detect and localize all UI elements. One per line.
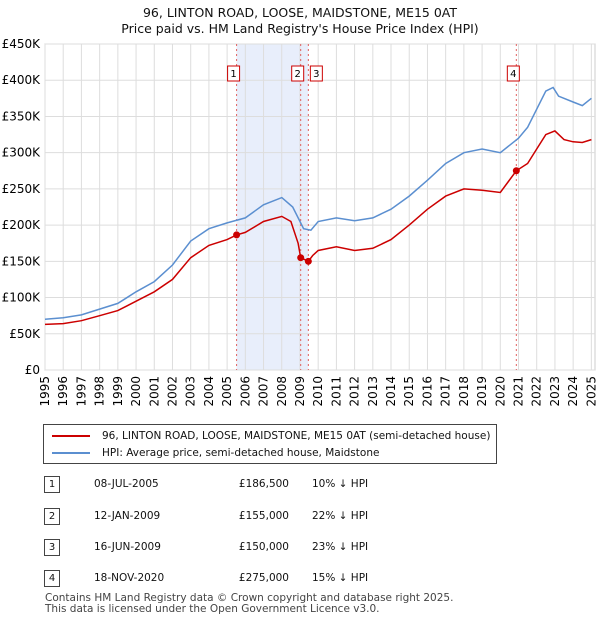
x-tick-label: 2000 xyxy=(129,376,143,407)
plot-area xyxy=(44,43,596,371)
sale-point-4 xyxy=(512,167,520,175)
x-tick-label: 1998 xyxy=(93,376,107,407)
legend-label-property: 96, LINTON ROAD, LOOSE, MAIDSTONE, ME15 … xyxy=(102,430,491,442)
x-tick-label: 2011 xyxy=(329,376,343,407)
x-tick-label: 2024 xyxy=(566,376,580,407)
y-tick-label: £200K xyxy=(2,218,42,232)
legend: 96, LINTON ROAD, LOOSE, MAIDSTONE, ME15 … xyxy=(43,424,497,464)
chart-subtitle: Price paid vs. HM Land Registry's House … xyxy=(121,21,479,36)
x-tick-label: 2025 xyxy=(584,376,598,407)
marker-box-3 xyxy=(309,65,323,82)
x-tick-label: 2023 xyxy=(548,376,562,407)
hpi-line xyxy=(44,86,592,321)
x-tick-label: 2003 xyxy=(184,376,198,407)
marker-box-1 xyxy=(227,65,241,82)
x-tick-label: 1996 xyxy=(56,376,70,407)
marker-label-4: 4 xyxy=(510,69,516,80)
transaction-number: 4 xyxy=(44,570,60,587)
transaction-price: £155,000 xyxy=(238,510,289,522)
x-tick-label: 1999 xyxy=(111,376,125,407)
x-tick-label: 2006 xyxy=(238,376,252,407)
x-tick-label: 2014 xyxy=(384,376,398,407)
y-tick-label: £300K xyxy=(2,146,42,160)
footer-copyright: Contains HM Land Registry data © Crown c… xyxy=(45,592,454,604)
transaction-hpi: 10% ↓ HPI xyxy=(312,478,369,490)
x-tick-label: 2019 xyxy=(475,376,489,407)
sale-point-2 xyxy=(297,254,305,262)
x-tick-label: 2021 xyxy=(512,376,526,407)
transaction-number: 3 xyxy=(44,539,60,556)
x-tick-label: 2018 xyxy=(457,376,471,407)
sale-point-1 xyxy=(233,231,241,239)
transaction-date: 16-JUN-2009 xyxy=(94,541,161,553)
transaction-hpi: 23% ↓ HPI xyxy=(312,541,369,553)
x-tick-label: 1995 xyxy=(38,376,52,407)
x-tick-label: 2004 xyxy=(202,376,216,407)
legend-swatch-property xyxy=(52,435,90,437)
x-tick-label: 2015 xyxy=(402,376,416,407)
x-tick-label: 2017 xyxy=(439,376,453,407)
y-tick-label: £250K xyxy=(2,182,42,196)
legend-swatch-hpi xyxy=(52,452,90,454)
legend-item-hpi: HPI: Average price, semi-detached house,… xyxy=(52,445,379,461)
transaction-date: 18-NOV-2020 xyxy=(94,572,165,584)
x-tick-label: 2010 xyxy=(311,376,325,407)
marker-box-4 xyxy=(506,65,520,82)
transaction-number: 2 xyxy=(44,508,60,525)
marker-label-3: 3 xyxy=(313,69,319,80)
legend-item-property: 96, LINTON ROAD, LOOSE, MAIDSTONE, ME15 … xyxy=(52,428,490,444)
price-chart: 1 2 3 4 £0 £50K £100K £150K £200K £250K £300K £350… xyxy=(2,37,599,407)
x-tick-label: 2002 xyxy=(165,376,179,407)
chart-title: 96, LINTON ROAD, LOOSE, MAIDSTONE, ME15 … xyxy=(142,5,458,20)
x-tick-label: 2012 xyxy=(348,376,362,407)
x-tick-label: 1997 xyxy=(74,376,88,407)
marker-label-1: 1 xyxy=(230,69,236,80)
x-tick-label: 2005 xyxy=(220,376,234,407)
legend-label-hpi: HPI: Average price, semi-detached house,… xyxy=(102,447,380,459)
transaction-price: £186,500 xyxy=(238,478,289,490)
x-tick-label: 2022 xyxy=(530,376,544,407)
transaction-price: £150,000 xyxy=(238,541,289,553)
shaded-period xyxy=(236,44,309,370)
transaction-price: £275,000 xyxy=(238,572,289,584)
property-price-line xyxy=(44,130,592,326)
y-tick-label: £0 xyxy=(25,363,40,377)
x-tick-label: 2020 xyxy=(493,376,507,407)
x-tick-label: 2007 xyxy=(257,376,271,407)
x-tick-label: 2016 xyxy=(420,376,434,407)
sale-point-3 xyxy=(304,257,312,265)
transaction-date: 12-JAN-2009 xyxy=(94,510,161,522)
marker-label-2: 2 xyxy=(295,69,301,80)
marker-box-2 xyxy=(291,65,305,82)
y-tick-label: £450K xyxy=(2,37,42,51)
y-tick-label: £400K xyxy=(2,73,42,87)
y-tick-label: £150K xyxy=(2,254,42,268)
y-tick-label: £50K xyxy=(9,327,41,341)
transaction-hpi: 22% ↓ HPI xyxy=(312,510,369,522)
x-tick-label: 2001 xyxy=(147,376,161,407)
y-tick-label: £100K xyxy=(2,291,42,305)
x-tick-label: 2013 xyxy=(366,376,380,407)
y-tick-label: £350K xyxy=(2,109,42,123)
footer-licence: This data is licensed under the Open Gov… xyxy=(45,603,380,615)
transaction-hpi: 15% ↓ HPI xyxy=(312,572,369,584)
transaction-date: 08-JUL-2005 xyxy=(94,478,159,490)
x-tick-label: 2008 xyxy=(275,376,289,407)
transaction-number: 1 xyxy=(44,476,60,493)
x-tick-label: 2009 xyxy=(293,376,307,407)
